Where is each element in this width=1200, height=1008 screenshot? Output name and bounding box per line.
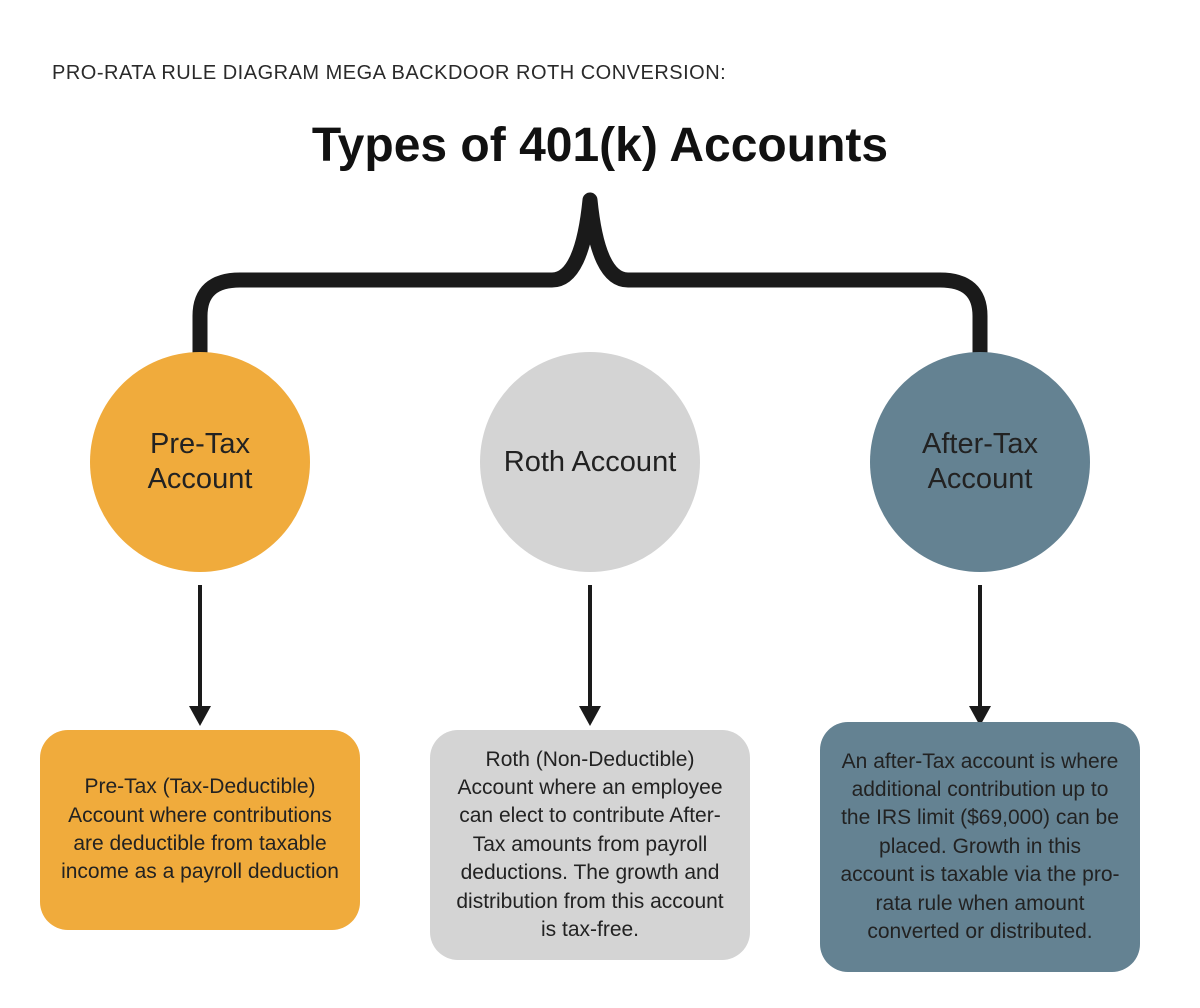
roth-circle: Roth Account [480,352,700,572]
pretax-description: Pre-Tax (Tax-Deductible) Account where c… [40,730,360,930]
aftertax-circle-label: After-Tax Account [890,427,1070,497]
roth-circle-label: Roth Account [504,445,677,480]
roth-description-text: Roth (Non-Deductible) Account where an e… [450,746,730,944]
pretax-arrow [180,585,220,730]
aftertax-circle: After-Tax Account [870,352,1090,572]
roth-description: Roth (Non-Deductible) Account where an e… [430,730,750,960]
pretax-circle: Pre-Tax Account [90,352,310,572]
pretax-circle-label: Pre-Tax Account [110,427,290,497]
aftertax-description: An after-Tax account is where additional… [820,722,1140,972]
pretax-description-text: Pre-Tax (Tax-Deductible) Account where c… [60,773,340,886]
aftertax-description-text: An after-Tax account is where additional… [840,748,1120,946]
roth-arrow [570,585,610,730]
aftertax-arrow [960,585,1000,730]
